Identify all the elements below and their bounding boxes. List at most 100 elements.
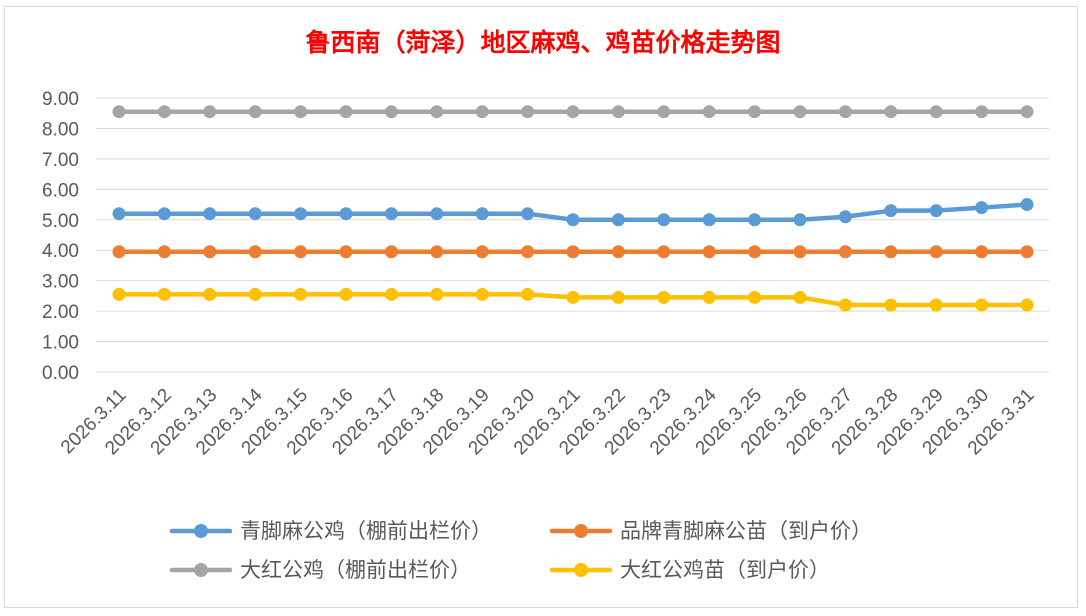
data-point <box>702 245 716 259</box>
legend-swatch-marker <box>574 524 588 538</box>
data-point <box>748 105 762 119</box>
data-point <box>430 207 444 221</box>
data-point <box>657 213 671 227</box>
data-point <box>748 213 762 227</box>
y-tick-label: 2.00 <box>42 302 79 323</box>
data-point <box>430 105 444 119</box>
data-point <box>475 105 489 119</box>
data-point <box>793 245 807 259</box>
series-group <box>112 105 1034 312</box>
data-point <box>112 207 126 221</box>
data-point <box>611 290 625 304</box>
legend-label: 品牌青脚麻公苗（到户价） <box>620 519 872 543</box>
data-point <box>611 213 625 227</box>
y-tick-label: 4.00 <box>42 241 79 262</box>
data-point <box>294 207 308 221</box>
series-1 <box>112 198 1034 227</box>
series-4 <box>112 287 1034 312</box>
data-point <box>384 245 398 259</box>
data-point <box>1020 245 1034 259</box>
data-point <box>248 207 262 221</box>
data-point <box>566 245 580 259</box>
data-point <box>430 245 444 259</box>
data-point <box>566 105 580 119</box>
data-point <box>657 290 671 304</box>
data-point <box>157 207 171 221</box>
data-point <box>521 245 535 259</box>
y-tick-label: 5.00 <box>42 211 79 232</box>
data-point <box>793 213 807 227</box>
y-tick-label: 6.00 <box>42 180 79 201</box>
data-point <box>475 245 489 259</box>
data-point <box>157 105 171 119</box>
y-tick-label: 1.00 <box>42 333 79 354</box>
data-point <box>838 210 852 224</box>
gridlines <box>96 97 1049 373</box>
data-point <box>838 298 852 312</box>
data-point <box>884 105 898 119</box>
data-point <box>929 105 943 119</box>
data-point <box>294 287 308 301</box>
data-point <box>248 287 262 301</box>
data-point <box>203 287 217 301</box>
y-axis-ticks: 0.00 1.00 2.00 3.00 4.00 5.00 6.00 7.00 8.00 9.00 <box>42 89 79 384</box>
y-tick-label: 0.00 <box>42 363 79 384</box>
data-point <box>1020 198 1034 212</box>
data-point <box>975 201 989 215</box>
data-point <box>339 207 353 221</box>
data-point <box>430 287 444 301</box>
data-point <box>929 204 943 218</box>
data-point <box>157 287 171 301</box>
data-point <box>838 245 852 259</box>
data-point <box>702 290 716 304</box>
y-tick-label: 9.00 <box>42 89 79 110</box>
data-point <box>929 298 943 312</box>
data-point <box>339 245 353 259</box>
legend: 青脚麻公鸡（棚前出栏价） 品牌青脚麻公苗（到户价） 大红公鸡（棚前出栏价） 大红公鸡苗… <box>169 519 872 582</box>
data-point <box>294 105 308 119</box>
data-point <box>339 105 353 119</box>
data-point <box>203 207 217 221</box>
data-point <box>475 287 489 301</box>
data-point <box>521 105 535 119</box>
data-point <box>793 290 807 304</box>
data-point <box>384 207 398 221</box>
data-point <box>475 207 489 221</box>
data-point <box>521 287 535 301</box>
data-point <box>112 245 126 259</box>
data-point <box>157 245 171 259</box>
data-point <box>748 245 762 259</box>
data-point <box>657 105 671 119</box>
data-point <box>203 245 217 259</box>
data-point <box>975 245 989 259</box>
data-point <box>611 105 625 119</box>
y-tick-label: 3.00 <box>42 272 79 293</box>
legend-label: 青脚麻公鸡（棚前出栏价） <box>240 519 492 543</box>
data-point <box>748 290 762 304</box>
legend-swatch-marker <box>194 524 208 538</box>
data-point <box>929 245 943 259</box>
data-point <box>975 105 989 119</box>
series-2 <box>112 245 1034 259</box>
data-point <box>1020 298 1034 312</box>
data-point <box>248 105 262 119</box>
data-point <box>611 245 625 259</box>
data-point <box>112 105 126 119</box>
data-point <box>566 290 580 304</box>
data-point <box>884 204 898 218</box>
legend-item: 大红公鸡苗（到户价） <box>549 558 830 582</box>
data-point <box>112 287 126 301</box>
y-tick-label: 8.00 <box>42 119 79 140</box>
data-point <box>203 105 217 119</box>
data-point <box>248 245 262 259</box>
data-point <box>702 105 716 119</box>
data-point <box>975 298 989 312</box>
data-point <box>1020 105 1034 119</box>
data-point <box>793 105 807 119</box>
chart-title: 鲁西南（菏泽）地区麻鸡、鸡苗价格走势图 <box>305 28 780 57</box>
legend-item: 青脚麻公鸡（棚前出栏价） <box>169 519 492 543</box>
data-point <box>384 287 398 301</box>
data-point <box>884 245 898 259</box>
data-point <box>657 245 671 259</box>
data-point <box>294 245 308 259</box>
